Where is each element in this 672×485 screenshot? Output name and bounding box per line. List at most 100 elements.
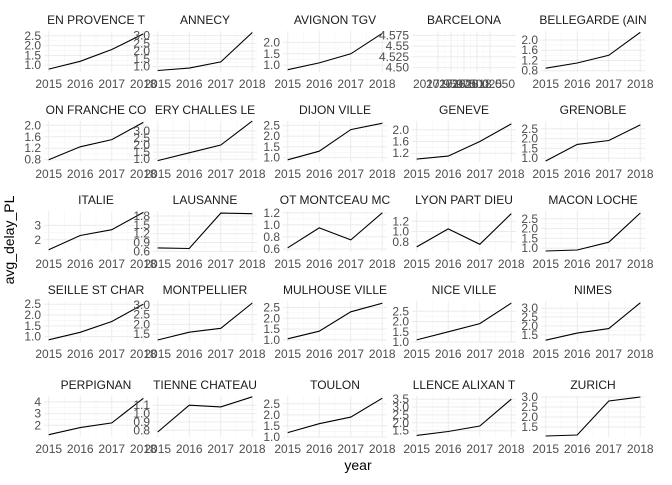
y-tick-label: 2.5 — [133, 308, 150, 322]
y-tick-label: 1.2 — [521, 53, 538, 67]
y-tick-label: 2.5 — [263, 397, 280, 411]
series-line — [416, 398, 512, 436]
panel-title: SEILLE ST CHAR — [48, 283, 145, 297]
panel-title: GENEVE — [439, 103, 489, 117]
panel-title: BELLEGARDE (AIN — [539, 13, 646, 27]
series-line — [48, 303, 144, 341]
x-tick-label: 2016 — [67, 77, 94, 91]
x-tick-label: 2015 — [35, 257, 62, 271]
x-tick-label: 2015 — [144, 347, 171, 361]
y-tick-label: 3 — [34, 218, 41, 232]
x-tick-label: 2017 — [466, 442, 493, 456]
y-tick-label: 0.6 — [133, 244, 150, 258]
y-tick-label: 2 — [34, 233, 41, 247]
x-tick-label: 2017 — [595, 442, 622, 456]
y-axis-title: avg_delay_PL — [1, 195, 17, 284]
x-tick-label: 2015 — [274, 77, 301, 91]
y-tick-label: 1.5 — [521, 141, 538, 155]
y-tick-label: 2.0 — [521, 222, 538, 236]
y-tick-label: 0.8 — [392, 235, 409, 249]
series-line — [287, 122, 383, 161]
facet-panel: ITALIE 23 2015 2016 2017 2018 — [34, 193, 157, 271]
y-tick-label: 1.0 — [133, 152, 150, 166]
x-tick-label: 2018 — [369, 167, 396, 181]
x-tick-label: 2017 — [466, 167, 493, 181]
x-tick-label: 2017 — [595, 257, 622, 271]
y-tick-label: 2.0 — [24, 39, 41, 53]
x-tick-label: 2016 — [306, 167, 333, 181]
x-tick-label: 2018 — [369, 347, 396, 361]
y-tick-label: 0.9 — [133, 236, 150, 250]
panel-title: BARCELONA — [427, 13, 501, 27]
y-tick-label: 1.5 — [263, 47, 280, 61]
series-line — [157, 32, 253, 72]
facet-panel: GENEVE 1.21.62.0 2015 2016 2017 2018 — [392, 103, 525, 181]
y-tick-label: 1.5 — [263, 419, 280, 433]
panel-title: GRENOBLE — [560, 103, 627, 117]
x-tick-label: 2017 — [98, 77, 125, 91]
y-tick-label: 1.5 — [392, 325, 409, 339]
y-tick-label: 4 — [34, 395, 41, 409]
x-tick-label: 2016 — [176, 442, 203, 456]
y-tick-label: 1.5 — [133, 218, 150, 232]
y-tick-label: 1.2 — [24, 141, 41, 155]
series-line — [48, 33, 144, 70]
panel-title: OT MONTCEAU MC — [280, 193, 391, 207]
y-tick-label: 3.0 — [133, 124, 150, 138]
series-line — [48, 121, 144, 161]
y-tick-label: 1.8 — [133, 209, 150, 223]
y-tick-label: 4.575 — [379, 28, 409, 42]
y-tick-label: 2 — [34, 418, 41, 432]
series-line — [287, 397, 383, 434]
x-tick-label: 2018 — [369, 442, 396, 456]
x-tick-label: 2017 — [595, 167, 622, 181]
x-tick-label: 2016 — [176, 167, 203, 181]
facet-panel: LLENCE ALIXAN T 1.52.02.53.03.5 2015 2016 20… — [392, 378, 525, 456]
y-tick-label: 1.0 — [263, 58, 280, 72]
facet-panel: LAUSANNE 0.60.91.21.51.8 2015 2016 2017 2018 — [133, 193, 266, 271]
y-tick-label: 1.2 — [392, 214, 409, 228]
y-tick-label: 2.5 — [133, 131, 150, 145]
x-tick-label: 2018 — [498, 347, 525, 361]
x-tick-label: 2017 — [337, 442, 364, 456]
x-tick-label: 2016 — [306, 257, 333, 271]
x-tick-label: 2015 — [274, 347, 301, 361]
facet-panel: MULHOUSE VILLE 1.01.52.02.5 2015 2016 2017 20… — [263, 283, 396, 361]
facet-panel: TIENNE CHATEAU 0.80.91.01.1 2015 2016 2017 20… — [133, 378, 266, 456]
panel-title: LYON PART DIEU — [415, 193, 513, 207]
x-tick-label: 2015 — [35, 167, 62, 181]
panel-title: MONTPELLIER — [163, 283, 248, 297]
y-tick-label: 4.50 — [386, 61, 410, 75]
x-tick-label: 2018.025 — [452, 77, 502, 91]
y-tick-label: 2.0 — [392, 123, 409, 137]
y-tick-label: 0.8 — [24, 153, 41, 167]
x-tick-label: 2017 — [337, 167, 364, 181]
facet-panel: NICE VILLE 1.01.52.02.5 2015 2016 2017 2018 — [392, 283, 525, 361]
facet-panel: ERY CHALLES LE 1.01.52.02.53.0 2015 2016 201… — [133, 103, 266, 181]
x-tick-label: 2016 — [176, 257, 203, 271]
y-tick-label: 1.0 — [24, 330, 41, 344]
x-tick-label: 2016 — [67, 167, 94, 181]
series-line — [48, 397, 144, 436]
y-tick-label: 2.0 — [24, 308, 41, 322]
y-tick-label: 2.0 — [392, 416, 409, 430]
series-line — [545, 302, 641, 341]
series-line — [416, 302, 512, 341]
x-tick-label: 2018 — [498, 167, 525, 181]
x-tick-label: 2015 — [403, 167, 430, 181]
facet-panel: GRENOBLE 1.01.52.02.5 2015 2016 2017 2018 — [521, 103, 654, 181]
x-tick-label: 2018 — [130, 442, 157, 456]
panel-title: TIENNE CHATEAU — [153, 378, 257, 392]
y-tick-label: 3.0 — [392, 400, 409, 414]
y-tick-label: 2.0 — [263, 311, 280, 325]
y-tick-label: 1.5 — [263, 140, 280, 154]
facet-panel: MONTPELLIER 1.52.02.53.0 2015 2016 2017 2018 — [133, 283, 266, 361]
y-tick-label: 3.0 — [521, 390, 538, 404]
x-tick-label: 2016 — [67, 257, 94, 271]
series-line — [157, 396, 253, 433]
x-tick-label: 2015 — [532, 77, 559, 91]
x-tick-label: 2018 — [627, 257, 654, 271]
x-tick-label: 2016 — [564, 167, 591, 181]
